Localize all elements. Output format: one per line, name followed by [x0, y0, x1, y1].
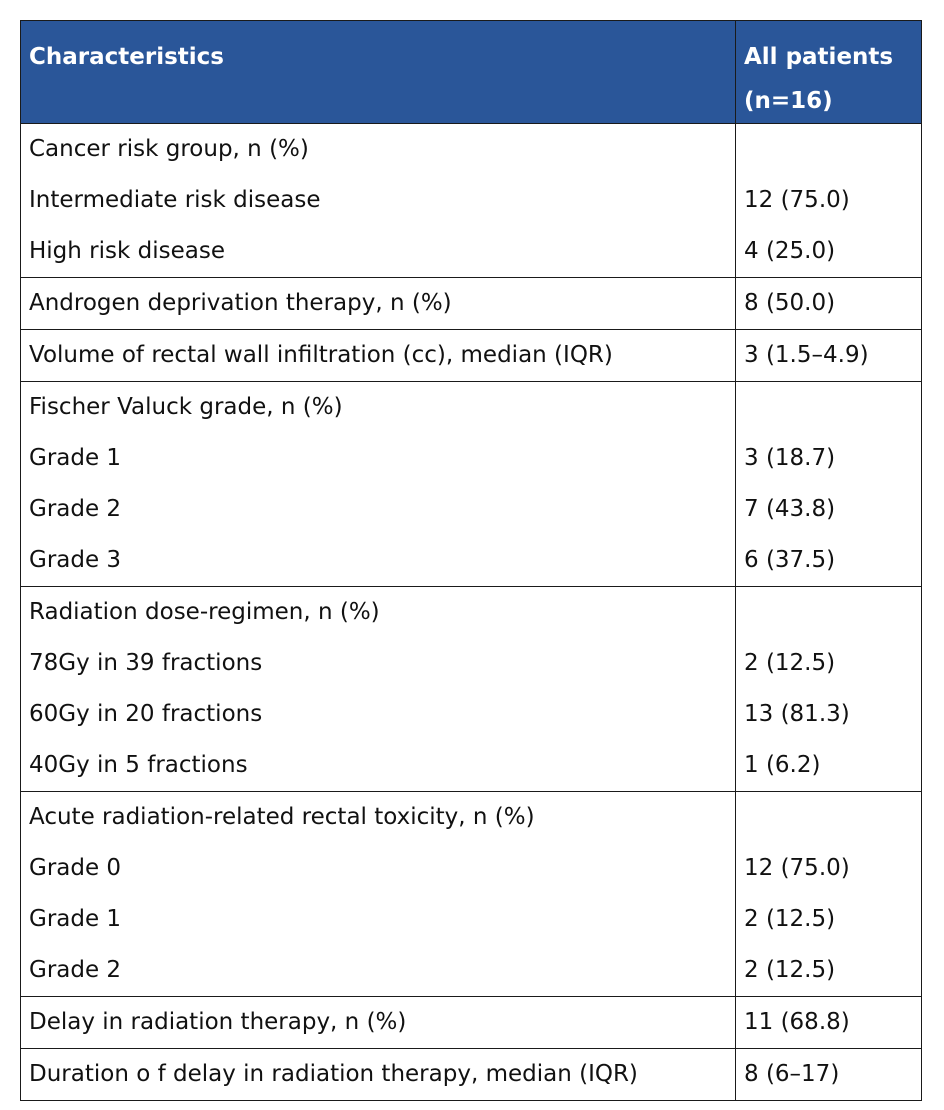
section-heading: Acute radiation-related rectal toxicity,…: [29, 804, 535, 830]
section-heading: Radiation dose-regimen, n (%): [29, 599, 380, 625]
label-cell: Fischer Valuck grade, n (%) Grade 1 Grad…: [20, 381, 736, 587]
row-label: Grade 0: [29, 855, 122, 881]
row-label: Grade 3: [29, 547, 122, 573]
row-label: Grade 1: [29, 445, 122, 471]
label-cell: Delay in radiation therapy, n (%): [20, 996, 736, 1049]
row-value: 2 (12.5): [744, 957, 836, 983]
header-characteristics: Characteristics: [20, 20, 736, 124]
header-characteristics-label: Characteristics: [29, 44, 224, 70]
table-row: Duration o f delay in radiation therapy,…: [20, 1048, 922, 1101]
row-label: Duration o f delay in radiation therapy,…: [29, 1061, 638, 1087]
table-row: Fischer Valuck grade, n (%) Grade 1 Grad…: [20, 381, 922, 587]
row-value: 4 (25.0): [744, 238, 836, 264]
value-cell: 12 (75.0) 4 (25.0): [735, 123, 922, 278]
table-header: Characteristics All patients (n=16): [20, 20, 922, 124]
row-label: Delay in radiation therapy, n (%): [29, 1009, 407, 1035]
section-heading: Cancer risk group, n (%): [29, 136, 309, 162]
value-cell: 3 (18.7) 7 (43.8) 6 (37.5): [735, 381, 922, 587]
row-label: Grade 2: [29, 957, 122, 983]
row-value: 7 (43.8): [744, 496, 836, 522]
row-value: 3 (18.7): [744, 445, 836, 471]
label-cell: Androgen deprivation therapy, n (%): [20, 277, 736, 330]
row-value: 12 (75.0): [744, 855, 850, 881]
row-label: Volume of rectal wall infiltration (cc),…: [29, 342, 613, 368]
value-cell: 8 (6–17): [735, 1048, 922, 1101]
row-value: 8 (50.0): [744, 290, 836, 316]
row-label: Grade 1: [29, 906, 122, 932]
label-cell: Cancer risk group, n (%) Intermediate ri…: [20, 123, 736, 278]
row-value: 2 (12.5): [744, 650, 836, 676]
row-value: 1 (6.2): [744, 752, 821, 778]
value-cell: 12 (75.0) 2 (12.5) 2 (12.5): [735, 791, 922, 997]
value-cell: 11 (68.8): [735, 996, 922, 1049]
value-cell: 8 (50.0): [735, 277, 922, 330]
table-row: Androgen deprivation therapy, n (%) 8 (5…: [20, 277, 922, 330]
header-all-patients: All patients (n=16): [735, 20, 922, 124]
row-value: 13 (81.3): [744, 701, 850, 727]
row-value: 8 (6–17): [744, 1061, 840, 1087]
table-body: Cancer risk group, n (%) Intermediate ri…: [20, 123, 922, 1101]
row-value: 3 (1.5–4.9): [744, 342, 869, 368]
header-patient-count: (n=16): [744, 88, 833, 114]
label-cell: Acute radiation-related rectal toxicity,…: [20, 791, 736, 997]
row-value: 11 (68.8): [744, 1009, 850, 1035]
header-row: Characteristics All patients (n=16): [20, 20, 922, 124]
value-cell: 2 (12.5) 13 (81.3) 1 (6.2): [735, 586, 922, 792]
table-row: Volume of rectal wall infiltration (cc),…: [20, 329, 922, 382]
label-cell: Volume of rectal wall infiltration (cc),…: [20, 329, 736, 382]
row-label: 60Gy in 20 fractions: [29, 701, 263, 727]
row-value: 6 (37.5): [744, 547, 836, 573]
row-label: 78Gy in 39 fractions: [29, 650, 263, 676]
characteristics-table-container: Characteristics All patients (n=16) Canc…: [20, 20, 922, 1101]
row-label: Grade 2: [29, 496, 122, 522]
table-row: Cancer risk group, n (%) Intermediate ri…: [20, 123, 922, 278]
section-heading: Fischer Valuck grade, n (%): [29, 394, 343, 420]
row-value: 2 (12.5): [744, 906, 836, 932]
label-cell: Duration o f delay in radiation therapy,…: [20, 1048, 736, 1101]
row-label: Androgen deprivation therapy, n (%): [29, 290, 452, 316]
characteristics-table: Characteristics All patients (n=16) Canc…: [20, 20, 922, 1101]
row-label: High risk disease: [29, 238, 225, 264]
header-all-patients-label: All patients: [744, 44, 894, 70]
row-label: 40Gy in 5 fractions: [29, 752, 248, 778]
table-row: Acute radiation-related rectal toxicity,…: [20, 791, 922, 997]
label-cell: Radiation dose-regimen, n (%) 78Gy in 39…: [20, 586, 736, 792]
row-value: 12 (75.0): [744, 187, 850, 213]
row-label: Intermediate risk disease: [29, 187, 321, 213]
table-row: Radiation dose-regimen, n (%) 78Gy in 39…: [20, 586, 922, 792]
table-row: Delay in radiation therapy, n (%) 11 (68…: [20, 996, 922, 1049]
value-cell: 3 (1.5–4.9): [735, 329, 922, 382]
